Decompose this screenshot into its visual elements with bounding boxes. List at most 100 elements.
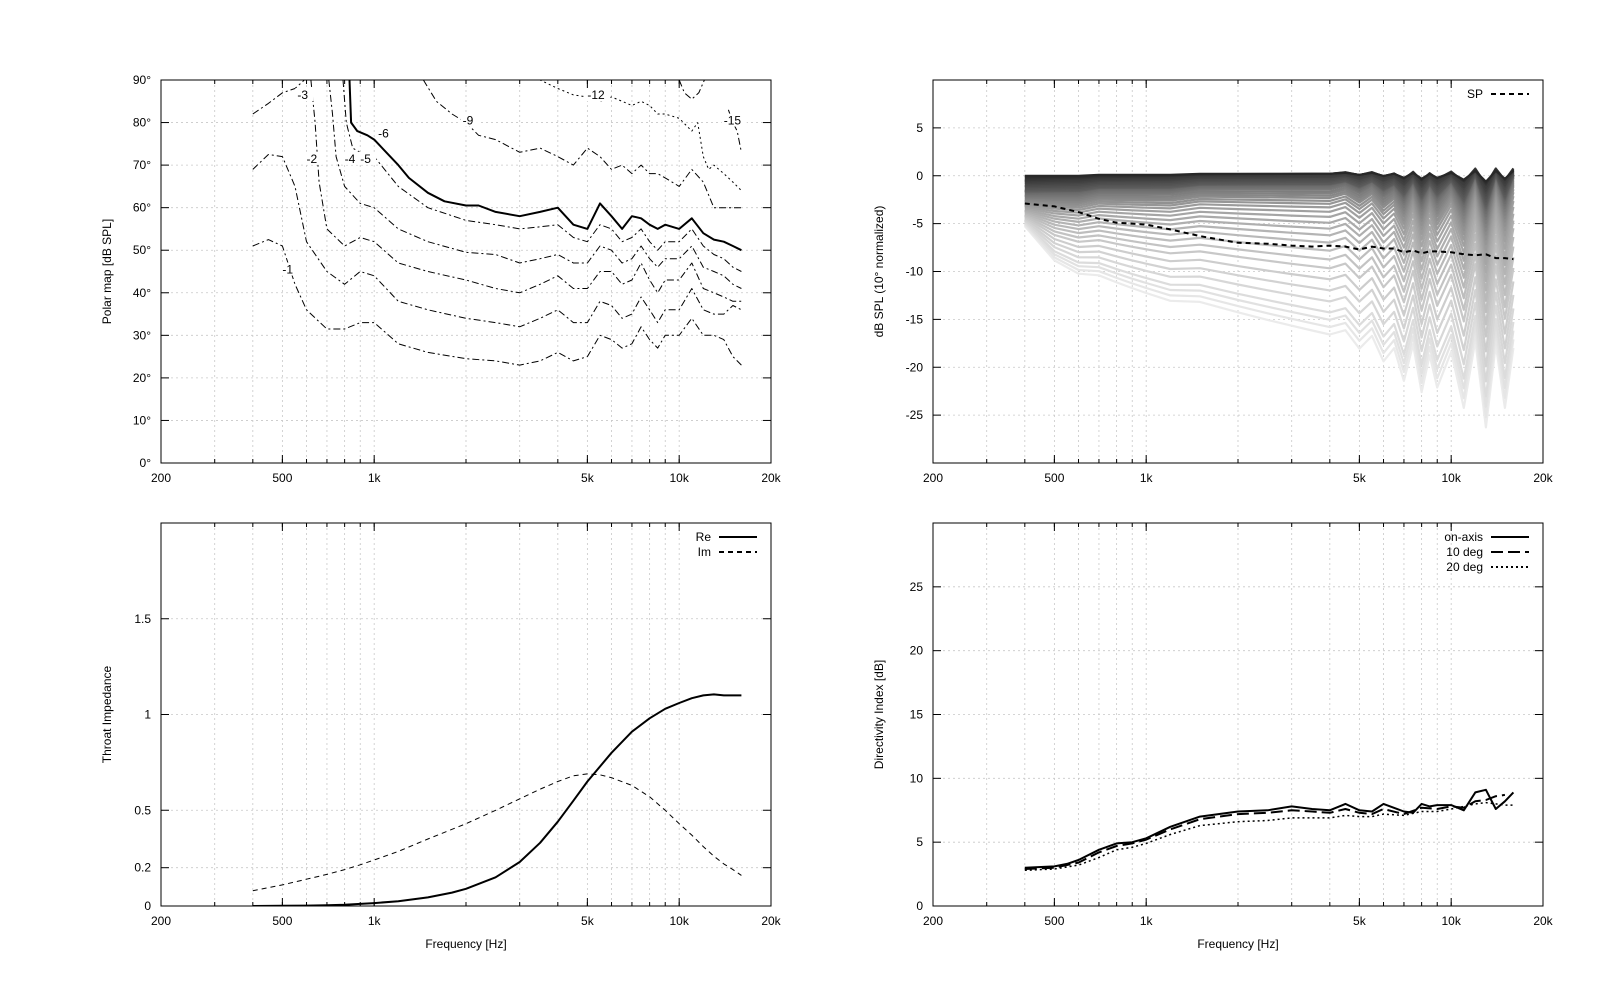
contour-line (519, 80, 742, 191)
y-axis-label: dB SPL (10° normalized) (872, 206, 886, 338)
contour-line (678, 80, 705, 100)
x-axis-label: Frequency [Hz] (1197, 937, 1278, 951)
contour-label: -4 (345, 152, 356, 166)
series-line-Im (252, 773, 742, 892)
y-tick-label: -25 (906, 408, 924, 422)
angle-response-line (1023, 224, 1515, 419)
angle-response-line (1024, 212, 1515, 302)
contour-label: -15 (724, 114, 742, 128)
angle-response-line (1024, 220, 1515, 383)
x-axis-label: Frequency [Hz] (425, 937, 506, 951)
y-tick-label: 0 (144, 899, 151, 913)
y-tick-label: 30° (133, 328, 151, 342)
contour-label-bg (304, 151, 323, 165)
contour-line (328, 80, 742, 289)
contour-line (310, 80, 742, 302)
x-tick-label: 500 (1044, 914, 1064, 928)
contour-label: -9 (463, 114, 474, 128)
y-tick-label: 80° (133, 116, 151, 130)
contour-label-bg (295, 88, 314, 102)
angle-response-line (1024, 170, 1515, 197)
x-tick-label: 500 (1044, 471, 1064, 485)
series-group (252, 693, 742, 906)
x-tick-label: 5k (581, 914, 595, 928)
x-tick-label: 10k (1442, 471, 1462, 485)
y-tick-label: 20° (133, 371, 151, 385)
angle-response-line (1024, 176, 1515, 218)
y-tick-label: 1.5 (134, 612, 151, 626)
y-tick-label: 5 (916, 121, 923, 135)
x-tick-label: 20k (761, 471, 781, 485)
y-tick-label: 40° (133, 286, 151, 300)
angle-response-line (1024, 168, 1515, 189)
angle-response-line (1024, 181, 1515, 228)
contour-line (342, 80, 742, 272)
x-tick-label: 5k (1353, 914, 1367, 928)
contour-label-bg (358, 151, 377, 165)
angle-response-line (1024, 177, 1515, 221)
contour-label-bg (460, 113, 479, 127)
angle-response-line (1024, 218, 1515, 368)
series-line-Re (252, 693, 742, 906)
x-tick-label: 20k (761, 914, 781, 928)
angle-response-line (1024, 213, 1515, 314)
angle-response-line (1024, 182, 1515, 232)
y-tick-label: 50° (133, 243, 151, 257)
series-group (1024, 788, 1515, 872)
series-line-on-axis (1024, 788, 1515, 869)
series-group (1023, 167, 1515, 429)
contour-label: -2 (307, 152, 318, 166)
y-tick-label: -5 (912, 217, 923, 231)
plot-frame (160, 79, 772, 464)
x-tick-label: 10k (1442, 914, 1462, 928)
x-tick-label: 1k (368, 914, 382, 928)
legend-label: 10 deg (1446, 545, 1483, 559)
y-tick-label: 60° (133, 201, 151, 215)
angle-response-line (1024, 184, 1515, 236)
y-tick-label: -15 (906, 312, 924, 326)
x-tick-label: 1k (1140, 914, 1154, 928)
contour-label: -12 (587, 88, 605, 102)
x-tick-label: 5k (581, 471, 595, 485)
contour-line (252, 154, 742, 328)
angle-response-line (1024, 187, 1515, 241)
angle-response-line (1024, 172, 1515, 203)
angle-response-line (1024, 214, 1515, 326)
y-tick-label: 1 (144, 708, 151, 722)
legend-label: SP (1467, 87, 1483, 101)
y-tick-label: 90° (133, 73, 151, 87)
y-tick-label: 70° (133, 158, 151, 172)
angle-response-line (1024, 190, 1515, 246)
y-tick-label: -10 (906, 265, 924, 279)
angle-response-line (1024, 170, 1515, 183)
contour-label-bg (721, 113, 747, 127)
angle-response-line (1024, 208, 1515, 274)
angle-response-line (1024, 209, 1515, 283)
angle-response-line (1024, 179, 1515, 225)
x-tick-label: 500 (272, 914, 292, 928)
y-tick-label: 10° (133, 413, 151, 427)
y-tick-label: 0 (916, 169, 923, 183)
y-tick-label: 0° (140, 456, 152, 470)
contour-line (252, 80, 305, 115)
angle-response-line (1024, 199, 1515, 258)
x-tick-label: 5k (1353, 471, 1367, 485)
y-tick-label: 25 (910, 580, 924, 594)
y-tick-label: 0.5 (134, 803, 151, 817)
angle-response-line (1024, 204, 1515, 266)
angle-response-line (1024, 222, 1515, 408)
throat-impedance-panel: 200 500 1k 5k 10k 20k 0 0.2 0.5 1 1.5 Throat Impeda… (100, 522, 782, 951)
angle-response-line (1024, 194, 1515, 251)
legend-label: 20 deg (1446, 560, 1483, 574)
contour-label-bg (376, 126, 395, 140)
normalized-spl-panel: 200 500 1k 5k 10k 20k -25 -20 -15 -10 -5 0 5 dB SPL (… (872, 79, 1554, 485)
angle-response-line (1023, 225, 1515, 429)
angle-response-line (1024, 216, 1515, 338)
angle-response-line (1024, 210, 1515, 292)
x-tick-label: 200 (151, 914, 171, 928)
y-tick-label: 5 (916, 835, 923, 849)
x-tick-label: 200 (923, 914, 943, 928)
contour-line (348, 80, 742, 252)
x-tick-label: 200 (923, 471, 943, 485)
